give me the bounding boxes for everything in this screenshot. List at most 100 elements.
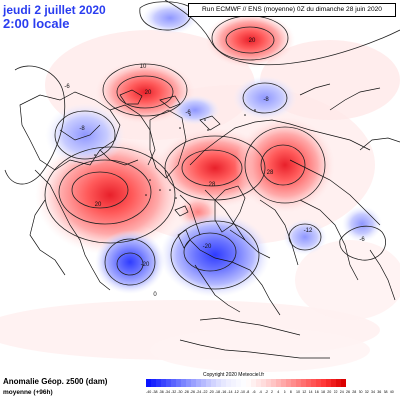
contour-label: -12: [304, 228, 313, 234]
legend-swatch: [156, 379, 161, 387]
legend-value-label: 34: [371, 390, 375, 394]
legend-swatch: [236, 379, 241, 387]
coastlines: [19, 83, 400, 359]
legend-value-label: 30: [358, 390, 363, 394]
legend-value-label: 18: [321, 390, 325, 394]
legend-value-label: 28: [352, 390, 357, 394]
legend-value-label: -38: [152, 390, 158, 394]
legend-value-label: -12: [233, 390, 239, 394]
legend-value-label: -6: [252, 390, 256, 394]
legend-swatch: [266, 379, 271, 387]
legend-value-label: 6: [283, 390, 286, 394]
legend-swatch: [231, 379, 236, 387]
legend-value-label: -14: [227, 390, 233, 394]
legend-swatch: [181, 379, 186, 387]
legend-value-label: 40: [389, 390, 394, 394]
legend-value-label: -32: [171, 390, 177, 394]
legend-swatch: [201, 379, 206, 387]
contour-label: -8: [263, 97, 269, 103]
legend-swatch: [311, 379, 316, 387]
contour-label: -6: [185, 110, 191, 116]
legend-value-label: 16: [314, 390, 319, 394]
contour-label: 20: [145, 90, 152, 96]
legend-swatch: [301, 379, 306, 387]
legend-swatch: [296, 379, 301, 387]
legend-swatch: [186, 379, 191, 387]
legend-swatch: [336, 379, 341, 387]
legend-swatch: [226, 379, 231, 387]
legend-value-label: 14: [308, 390, 313, 394]
contour-label: 20: [249, 38, 256, 44]
legend-value-label: 26: [346, 390, 350, 394]
legend-swatch: [221, 379, 226, 387]
contour-label: 0: [153, 292, 157, 298]
color-legend-labels: -40 -38 -36 -34 -32 -30 -28 -26 -24 -22 -20 -18 -16-…: [146, 390, 396, 396]
contour-label: -20: [141, 262, 150, 268]
legend-swatch: [276, 379, 281, 387]
legend-value-label: -22: [202, 390, 208, 394]
legend-value-label: -24: [196, 390, 202, 394]
legend-swatch: [246, 379, 251, 387]
color-legend: [146, 379, 346, 387]
contour-label: 10: [140, 64, 147, 70]
legend-swatch: [241, 379, 246, 387]
legend-value-label: 38: [383, 390, 388, 394]
legend-value-label: 24: [339, 390, 344, 394]
legend-value-label: 12: [302, 390, 307, 394]
legend-value-label: 4: [277, 390, 280, 394]
legend-swatch: [191, 379, 196, 387]
legend-swatch: [161, 379, 166, 387]
legend-value-label: -26: [189, 390, 195, 394]
legend-value-label: -18: [214, 390, 220, 394]
legend-value-label: -10: [239, 390, 245, 394]
legend-value-label: 20: [327, 390, 332, 394]
legend-swatch: [171, 379, 176, 387]
legend-value-label: 32: [364, 390, 369, 394]
legend-swatch: [291, 379, 296, 387]
contour-label: -20: [203, 244, 212, 250]
legend-swatch: [196, 379, 201, 387]
anomaly-contours: [4, 0, 400, 290]
legend-swatch: [256, 379, 261, 387]
legend-swatch: [281, 379, 286, 387]
legend-value-label: -36: [158, 390, 164, 394]
legend-value-label: -4: [258, 390, 262, 394]
copyright-notice: Copyright 2020 Meteociel.fr: [203, 372, 265, 378]
legend-swatch: [341, 379, 346, 387]
legend-swatch: [306, 379, 311, 387]
legend-value-label: 10: [296, 390, 300, 394]
legend-value-label: -8: [246, 390, 250, 394]
legend-value-label: -2: [264, 390, 268, 394]
contour-label: -6: [64, 84, 70, 90]
legend-value-label: -28: [183, 390, 189, 394]
legend-swatch: [316, 379, 321, 387]
legend-value-label: -30: [177, 390, 183, 394]
legend-value-label: 8: [289, 390, 292, 394]
contour-label: -8: [79, 126, 85, 132]
legend-value-label: -34: [164, 390, 170, 394]
legend-swatch: [176, 379, 181, 387]
islands: [94, 109, 256, 199]
map-title: Anomalie Géop. z500 (dam): [3, 377, 108, 386]
legend-swatch: [321, 379, 326, 387]
legend-swatch: [211, 379, 216, 387]
forecast-time: 2:00 locale: [3, 16, 70, 31]
legend-value-label: 36: [377, 390, 382, 394]
legend-swatch: [166, 379, 171, 387]
contour-label: 20: [95, 202, 102, 208]
legend-swatch: [331, 379, 336, 387]
map-subtitle: moyenne (+96h): [3, 389, 53, 396]
legend-swatch: [271, 379, 276, 387]
legend-swatch: [151, 379, 156, 387]
legend-value-label: -16: [221, 390, 227, 394]
legend-swatch: [216, 379, 221, 387]
legend-value-label: 22: [333, 390, 338, 394]
legend-value-label: -40: [146, 390, 152, 394]
legend-swatch: [251, 379, 256, 387]
forecast-date: jeudi 2 juillet 2020: [3, 3, 106, 17]
legend-value-label: -20: [208, 390, 214, 394]
legend-swatch: [146, 379, 151, 387]
contour-label: 28: [209, 182, 216, 188]
